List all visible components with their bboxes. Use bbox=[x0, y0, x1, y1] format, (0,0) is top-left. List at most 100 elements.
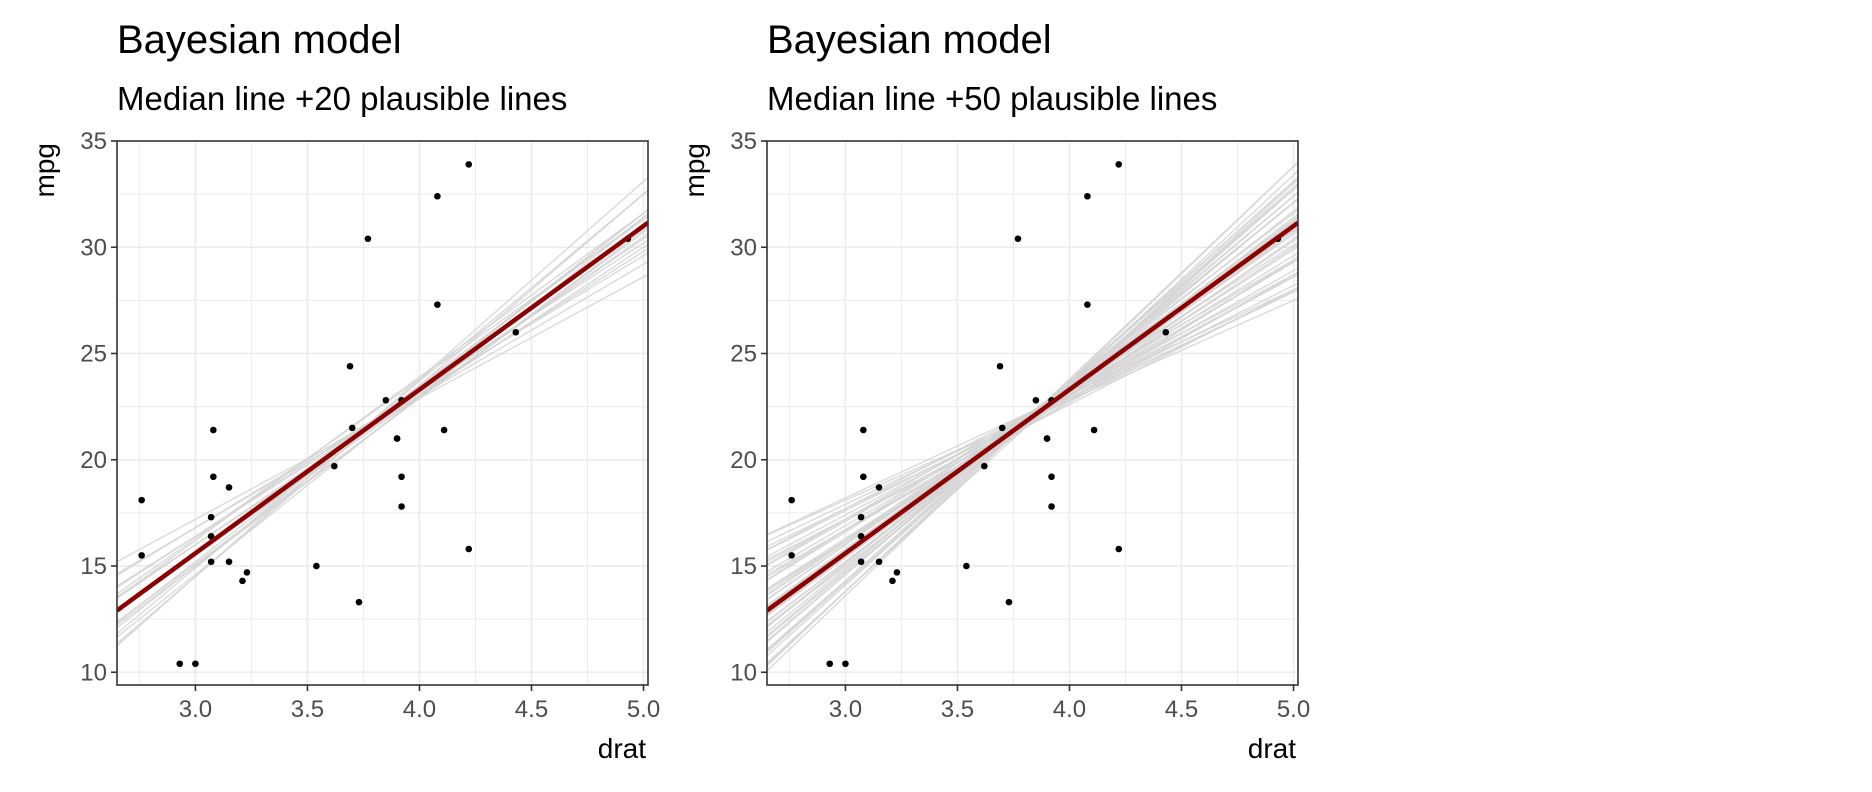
x-tick-label: 4.5 bbox=[1165, 696, 1198, 723]
data-point bbox=[138, 496, 145, 504]
data-point bbox=[434, 301, 441, 308]
data-point bbox=[398, 503, 405, 510]
data-point bbox=[210, 426, 217, 434]
data-points bbox=[788, 161, 1282, 668]
x-tick-label: 4.0 bbox=[1053, 696, 1086, 723]
data-point bbox=[393, 435, 401, 442]
y-tick-label: 10 bbox=[730, 659, 757, 686]
median-line-group bbox=[117, 220, 648, 613]
data-point bbox=[1090, 426, 1098, 434]
data-point bbox=[981, 462, 988, 470]
chart-title: Bayesian model bbox=[117, 18, 402, 62]
x-tick-label: 5.0 bbox=[1277, 696, 1310, 723]
x-tick-label: 3.5 bbox=[291, 696, 324, 723]
data-point bbox=[313, 562, 320, 570]
data-point bbox=[465, 545, 473, 553]
data-point bbox=[1014, 235, 1022, 243]
data-point bbox=[860, 426, 867, 434]
data-point bbox=[440, 426, 448, 434]
x-tick-label: 3.0 bbox=[179, 696, 212, 723]
x-axis-label: drat bbox=[598, 733, 646, 764]
data-point bbox=[963, 562, 970, 570]
x-axis: 3.0 3.5 4.0 4.5 5.0 bbox=[829, 685, 1310, 723]
y-axis-label: mpg bbox=[679, 143, 710, 197]
chart-panel-right: Bayesian model Median line +50 plausible… bbox=[650, 0, 1350, 792]
y-tick-label: 15 bbox=[80, 553, 107, 580]
median-line bbox=[117, 220, 648, 613]
data-point bbox=[1162, 328, 1170, 336]
data-point bbox=[207, 513, 215, 521]
data-points bbox=[138, 161, 632, 668]
data-point bbox=[1032, 396, 1040, 404]
y-tick-label: 15 bbox=[730, 553, 757, 580]
data-point bbox=[512, 328, 520, 336]
data-point bbox=[889, 577, 896, 585]
data-point bbox=[857, 513, 865, 521]
plausible-line bbox=[767, 286, 1298, 561]
x-tick-label: 3.5 bbox=[941, 696, 974, 723]
data-point bbox=[893, 569, 901, 576]
plot-border bbox=[116, 140, 649, 686]
data-point bbox=[1115, 545, 1123, 553]
chart-title: Bayesian model bbox=[767, 18, 1052, 62]
y-axis-label: mpg bbox=[29, 143, 60, 197]
median-line bbox=[767, 220, 1298, 613]
x-tick-label: 3.0 bbox=[829, 696, 862, 723]
data-point bbox=[998, 424, 1006, 432]
data-point bbox=[1084, 301, 1091, 308]
data-point bbox=[192, 660, 199, 668]
chart-subtitle: Median line +50 plausible lines bbox=[767, 80, 1218, 117]
data-point bbox=[210, 473, 217, 481]
x-axis-label: drat bbox=[1248, 733, 1296, 764]
y-tick-label: 20 bbox=[730, 447, 757, 474]
data-point bbox=[842, 660, 849, 668]
x-tick-label: 4.5 bbox=[515, 696, 548, 723]
data-point bbox=[138, 552, 145, 559]
x-axis: 3.0 3.5 4.0 4.5 5.0 bbox=[179, 685, 660, 723]
data-point bbox=[1084, 192, 1091, 200]
data-point bbox=[331, 462, 338, 470]
data-point bbox=[1115, 161, 1123, 168]
chart-panel-left: Bayesian model Median line +20 plausible… bbox=[0, 0, 700, 792]
data-point bbox=[1043, 435, 1051, 442]
scatter-plot-left: 3.0 3.5 4.0 4.5 5.0 10 15 20 25 30 35 drat mpg bbox=[29, 128, 660, 764]
x-tick-label: 5.0 bbox=[627, 696, 660, 723]
x-tick-label: 4.0 bbox=[403, 696, 436, 723]
y-tick-label: 35 bbox=[730, 128, 757, 155]
data-point bbox=[857, 558, 865, 566]
y-tick-label: 20 bbox=[80, 447, 107, 474]
data-point bbox=[788, 496, 795, 504]
data-point bbox=[382, 396, 390, 404]
data-point bbox=[225, 558, 233, 566]
data-point bbox=[225, 484, 233, 491]
data-point bbox=[355, 598, 363, 606]
data-point bbox=[434, 192, 441, 200]
data-point bbox=[1048, 503, 1055, 510]
data-point bbox=[1048, 473, 1055, 481]
data-point bbox=[364, 235, 372, 243]
data-point bbox=[398, 473, 405, 481]
data-point bbox=[346, 362, 354, 370]
data-point bbox=[243, 569, 251, 576]
plot-border bbox=[766, 140, 1299, 686]
y-tick-label: 25 bbox=[80, 341, 107, 368]
y-axis: 10 15 20 25 30 35 bbox=[80, 128, 117, 686]
y-axis: 10 15 20 25 30 35 bbox=[730, 128, 767, 686]
data-point bbox=[875, 558, 883, 566]
data-point bbox=[826, 660, 834, 668]
data-point bbox=[996, 362, 1004, 370]
median-line-group bbox=[767, 220, 1298, 613]
data-point bbox=[348, 424, 356, 432]
y-tick-label: 25 bbox=[730, 341, 757, 368]
plausible-line bbox=[117, 243, 648, 598]
scatter-plot-right: 3.0 3.5 4.0 4.5 5.0 10 15 20 25 30 35 drat mpg bbox=[679, 128, 1310, 764]
data-point bbox=[465, 161, 473, 168]
data-point bbox=[176, 660, 184, 668]
data-point bbox=[875, 484, 883, 491]
y-tick-label: 10 bbox=[80, 659, 107, 686]
data-point bbox=[239, 577, 246, 585]
y-tick-label: 30 bbox=[80, 234, 107, 261]
y-tick-label: 30 bbox=[730, 234, 757, 261]
data-point bbox=[860, 473, 867, 481]
plausible-line bbox=[117, 228, 648, 623]
